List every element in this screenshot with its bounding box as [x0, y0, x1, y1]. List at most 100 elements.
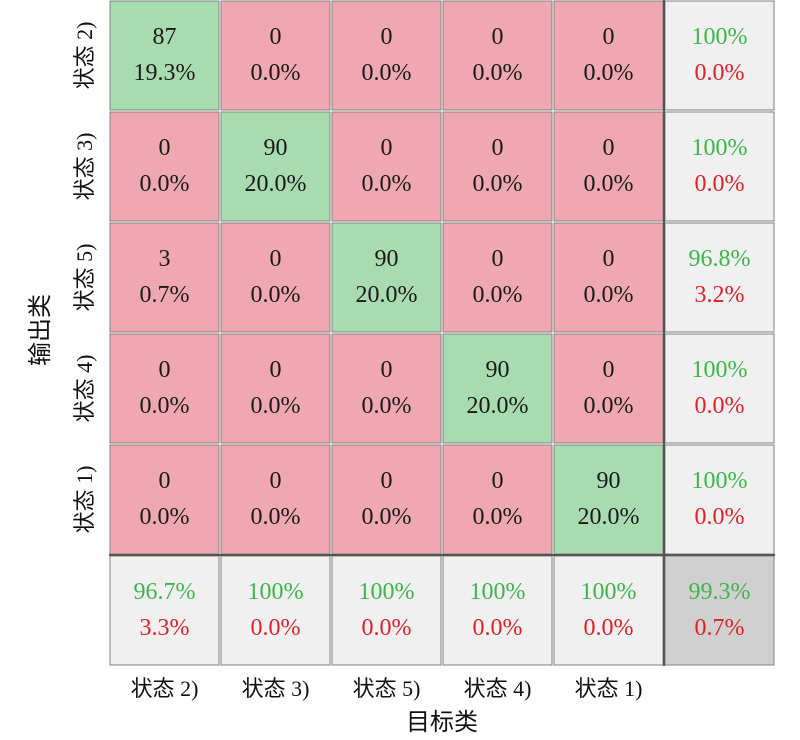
matrix-cell	[553, 222, 664, 333]
row-summary-error: 0.0%	[695, 171, 745, 197]
cell-percent-label: 20.0%	[356, 282, 418, 308]
cell-percent-label: 19.3%	[134, 60, 196, 86]
cell-percent-label: 0.0%	[140, 504, 190, 530]
summary-cells: 100% 0.0% 100% 0.0% 96.8% 3.2% 100% 0.0% 100% 0.0…	[109, 0, 775, 666]
cell-percent-label: 0.0%	[251, 393, 301, 419]
matrix-cell	[109, 111, 220, 222]
cell-percent-label: 20.0%	[245, 171, 307, 197]
cell-count-label: 90	[597, 468, 621, 494]
cell-percent-label: 0.0%	[584, 60, 634, 86]
col-summary-cell	[331, 555, 442, 666]
cell-count-label: 0	[603, 135, 615, 161]
y-tick-label: 状态 4)	[72, 355, 97, 423]
matrix-cell	[109, 444, 220, 555]
cell-count-label: 87	[153, 24, 177, 50]
row-summary-cell	[664, 333, 775, 444]
cell-count-label: 0	[381, 357, 393, 383]
col-summary-error: 0.0%	[473, 615, 523, 641]
matrix-cell	[109, 333, 220, 444]
cell-percent-label: 20.0%	[467, 393, 529, 419]
tick-labels: 状态 2) 状态 3) 状态 5) 状态 4) 状态 1) 状态 2) 状态 3) 状态 5)…	[72, 22, 642, 701]
x-tick-label: 状态 5)	[353, 676, 421, 701]
cell-percent-label: 0.0%	[251, 282, 301, 308]
col-summary-cell	[553, 555, 664, 666]
cell-count-label: 0	[381, 24, 393, 50]
row-summary-error: 0.0%	[695, 60, 745, 86]
cell-percent-label: 0.0%	[140, 171, 190, 197]
matrix-cell	[442, 222, 553, 333]
cell-count-label: 0	[603, 24, 615, 50]
y-tick-label: 状态 2)	[72, 22, 97, 90]
cell-count-label: 0	[159, 468, 171, 494]
row-summary-cell	[664, 222, 775, 333]
cell-percent-label: 0.0%	[584, 171, 634, 197]
cell-percent-label: 0.7%	[140, 282, 190, 308]
x-axis-label: 目标类	[406, 709, 478, 736]
x-tick-label: 状态 4)	[464, 676, 532, 701]
cell-percent-label: 0.0%	[473, 282, 523, 308]
cell-percent-label: 0.0%	[362, 393, 412, 419]
row-summary-error: 3.2%	[695, 282, 745, 308]
y-tick-label: 状态 5)	[72, 244, 97, 312]
cell-count-label: 0	[159, 135, 171, 161]
cell-count-label: 0	[603, 357, 615, 383]
cell-count-label: 0	[492, 246, 504, 272]
col-summary-correct: 100%	[581, 579, 637, 605]
x-tick-label: 状态 2)	[131, 676, 199, 701]
matrix-cell	[331, 222, 442, 333]
row-summary-correct: 100%	[692, 24, 748, 50]
col-summary-cell	[220, 555, 331, 666]
cell-count-label: 0	[603, 246, 615, 272]
overall-summary-cell	[664, 555, 775, 666]
row-summary-cell	[664, 111, 775, 222]
cell-count-label: 0	[492, 135, 504, 161]
x-tick-label: 状态 1)	[575, 676, 643, 701]
col-summary-error: 0.0%	[251, 615, 301, 641]
matrix-cell	[442, 444, 553, 555]
col-summary-correct: 96.7%	[134, 579, 196, 605]
cell-count-label: 0	[270, 468, 282, 494]
cell-count-label: 0	[492, 24, 504, 50]
matrix-cell	[553, 111, 664, 222]
cell-percent-label: 0.0%	[473, 504, 523, 530]
cell-percent-label: 0.0%	[251, 504, 301, 530]
matrix-cell	[109, 0, 220, 111]
cell-percent-label: 0.0%	[473, 60, 523, 86]
matrix-cell	[220, 222, 331, 333]
cell-percent-label: 0.0%	[140, 393, 190, 419]
cell-count-label: 0	[270, 246, 282, 272]
y-tick-label: 状态 3)	[72, 133, 97, 201]
x-tick-label: 状态 3)	[242, 676, 310, 701]
cell-count-label: 0	[492, 468, 504, 494]
matrix-cell	[220, 333, 331, 444]
overall-correct: 99.3%	[689, 579, 751, 605]
col-summary-error: 0.0%	[362, 615, 412, 641]
matrix-cell	[331, 444, 442, 555]
matrix-cell	[109, 222, 220, 333]
cell-percent-label: 0.0%	[362, 504, 412, 530]
matrix-cell	[553, 0, 664, 111]
matrix-cells: 87 19.3% 0 0.0% 0 0.0% 0 0.0% 0 0.0% 0 0.0% 90 20.0% 0…	[109, 0, 664, 555]
overall-error: 0.7%	[695, 615, 745, 641]
row-summary-correct: 100%	[692, 468, 748, 494]
matrix-cell	[442, 111, 553, 222]
row-summary-cell	[664, 0, 775, 111]
cell-percent-label: 0.0%	[584, 282, 634, 308]
matrix-cell	[553, 333, 664, 444]
row-summary-cell	[664, 444, 775, 555]
matrix-cell	[220, 0, 331, 111]
col-summary-cell	[442, 555, 553, 666]
matrix-cell	[331, 111, 442, 222]
cell-percent-label: 0.0%	[251, 60, 301, 86]
col-summary-correct: 100%	[359, 579, 415, 605]
matrix-cell	[220, 111, 331, 222]
cell-count-label: 0	[159, 357, 171, 383]
y-tick-label: 状态 1)	[72, 466, 97, 534]
row-summary-error: 0.0%	[695, 504, 745, 530]
matrix-cell	[220, 444, 331, 555]
cell-count-label: 90	[375, 246, 399, 272]
cell-count-label: 90	[264, 135, 288, 161]
y-axis-label: 输出类	[27, 294, 54, 366]
col-summary-error: 3.3%	[140, 615, 190, 641]
